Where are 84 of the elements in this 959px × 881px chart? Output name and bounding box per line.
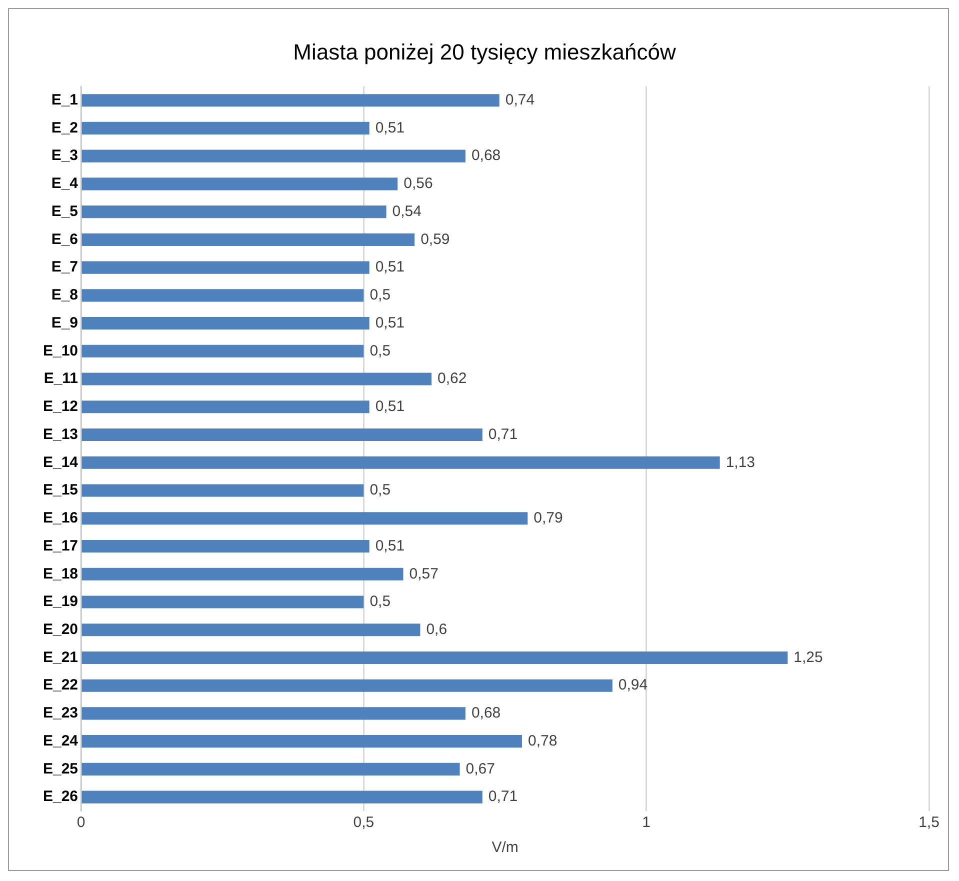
y-tick-label: E_20 <box>42 620 78 638</box>
y-tick-label: E_15 <box>42 482 78 499</box>
data-label: 0,5 <box>370 342 391 360</box>
bar <box>82 596 364 608</box>
bar <box>82 568 404 580</box>
data-label: 0,68 <box>471 704 501 722</box>
bar <box>82 94 500 107</box>
bar <box>82 372 432 386</box>
bar <box>82 735 522 748</box>
bar <box>82 233 415 246</box>
x-tick-label: 0 <box>76 814 86 832</box>
y-tick-label: E_5 <box>51 202 78 220</box>
y-tick-label: E_9 <box>51 314 78 332</box>
data-label: 0,51 <box>375 398 405 416</box>
data-label: 0,51 <box>375 119 405 136</box>
y-tick-label: E_1 <box>51 91 78 108</box>
bar <box>82 206 386 218</box>
y-tick-label: E_6 <box>51 230 78 248</box>
y-tick-label: E_11 <box>44 370 78 388</box>
bar <box>82 428 482 442</box>
bar <box>82 790 482 804</box>
y-tick-label: E_14 <box>42 454 79 471</box>
bar <box>82 289 364 302</box>
data-label: 0,6 <box>426 620 448 638</box>
data-label: 0,5 <box>370 593 391 610</box>
y-tick-label: E_8 <box>51 286 78 304</box>
y-tick-label: E_17 <box>42 537 78 554</box>
y-tick-label: E_22 <box>42 676 78 694</box>
y-tick-label: E_10 <box>42 342 78 360</box>
data-label: 0,71 <box>488 788 518 806</box>
bar <box>82 178 398 190</box>
y-tick-label: E_3 <box>51 147 78 164</box>
y-tick-label: E_12 <box>42 398 78 416</box>
y-tick-label: E_2 <box>51 119 78 136</box>
data-label: 0,94 <box>618 676 648 694</box>
y-tick-label: E_18 <box>42 565 78 582</box>
data-label: 0,62 <box>438 370 467 388</box>
data-label: 0,68 <box>471 147 501 164</box>
x-axis-title: V/m <box>492 839 518 856</box>
data-label: 0,56 <box>404 175 433 192</box>
data-label: 0,74 <box>505 91 535 108</box>
bar <box>82 624 420 636</box>
y-tick-label: E_13 <box>42 426 78 443</box>
data-label: 1,13 <box>726 454 756 471</box>
data-label: 0,71 <box>488 426 518 443</box>
bar <box>82 651 788 664</box>
data-label: 0,51 <box>375 314 405 332</box>
data-label: 0,51 <box>375 258 405 276</box>
y-tick-label: E_23 <box>42 704 78 722</box>
y-tick-label: E_16 <box>42 510 78 527</box>
x-tick-label: 0,5 <box>353 814 374 832</box>
bar <box>82 261 370 274</box>
data-label: 0,78 <box>528 732 558 750</box>
y-tick-label: E_24 <box>42 732 79 750</box>
y-tick-label: E_7 <box>51 258 78 276</box>
bar <box>82 512 528 525</box>
data-label: 0,5 <box>370 482 391 499</box>
bar <box>82 484 364 497</box>
bar <box>82 150 466 162</box>
bar <box>82 762 460 776</box>
y-tick-label: E_19 <box>42 593 78 610</box>
bar <box>82 679 612 692</box>
data-label: 1,25 <box>794 648 823 666</box>
x-tick-label: 1,5 <box>918 814 940 832</box>
bar <box>82 344 364 358</box>
bar <box>82 456 720 469</box>
bar <box>82 400 370 414</box>
y-tick-label: E_4 <box>51 175 79 192</box>
bar <box>82 540 370 553</box>
bar <box>82 707 466 720</box>
bar <box>82 317 370 330</box>
x-tick-label: 1 <box>642 814 651 832</box>
data-label: 0,51 <box>375 537 405 554</box>
y-tick-label: E_21 <box>42 648 78 666</box>
bar <box>82 122 370 134</box>
y-tick-label: E_26 <box>42 788 78 806</box>
y-tick-label: E_25 <box>42 760 78 778</box>
data-label: 0,5 <box>370 286 391 304</box>
data-label: 0,54 <box>392 202 422 220</box>
chart-title: Miasta poniżej 20 tysięcy mieszkańców <box>293 39 676 64</box>
data-label: 0,57 <box>409 565 438 582</box>
data-label: 0,67 <box>466 760 495 778</box>
data-label: 0,59 <box>420 230 450 248</box>
data-label: 0,79 <box>534 510 563 527</box>
